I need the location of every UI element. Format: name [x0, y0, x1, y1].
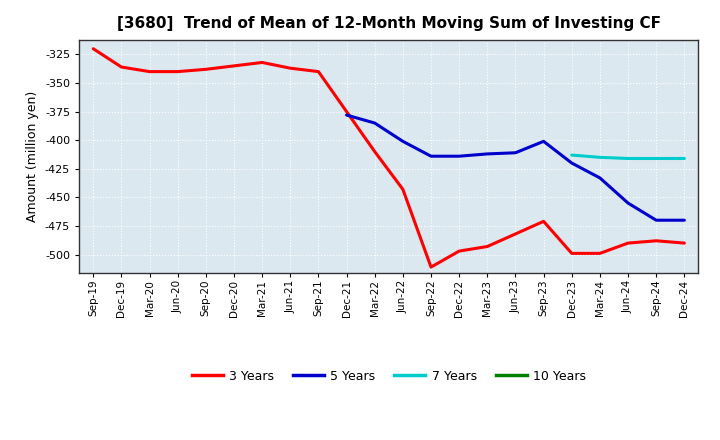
- 5 Years: [483, 151, 492, 157]
- 3 Years: [89, 46, 98, 51]
- 7 Years: [567, 152, 576, 158]
- 3 Years: [174, 69, 182, 74]
- 7 Years: [595, 155, 604, 160]
- 5 Years: [624, 201, 632, 206]
- 3 Years: [117, 64, 126, 70]
- 3 Years: [680, 240, 688, 246]
- Line: 3 Years: 3 Years: [94, 49, 684, 267]
- Title: [3680]  Trend of Mean of 12-Month Moving Sum of Investing CF: [3680] Trend of Mean of 12-Month Moving …: [117, 16, 661, 32]
- 7 Years: [624, 156, 632, 161]
- 5 Years: [539, 139, 548, 144]
- Line: 5 Years: 5 Years: [346, 115, 684, 220]
- 5 Years: [652, 217, 660, 223]
- 5 Years: [680, 217, 688, 223]
- 7 Years: [680, 156, 688, 161]
- Y-axis label: Amount (million yen): Amount (million yen): [27, 91, 40, 222]
- 3 Years: [567, 251, 576, 256]
- 5 Years: [511, 150, 520, 155]
- 3 Years: [595, 251, 604, 256]
- 5 Years: [342, 112, 351, 117]
- 5 Years: [399, 139, 408, 144]
- 3 Years: [145, 69, 154, 74]
- 3 Years: [286, 66, 294, 71]
- 3 Years: [230, 63, 238, 69]
- 3 Years: [624, 240, 632, 246]
- 5 Years: [455, 154, 464, 159]
- 5 Years: [595, 175, 604, 180]
- 3 Years: [202, 67, 210, 72]
- 5 Years: [567, 161, 576, 166]
- 3 Years: [258, 60, 266, 65]
- 5 Years: [427, 154, 436, 159]
- 3 Years: [342, 109, 351, 114]
- 3 Years: [399, 187, 408, 192]
- 3 Years: [652, 238, 660, 243]
- 3 Years: [483, 244, 492, 249]
- Legend: 3 Years, 5 Years, 7 Years, 10 Years: 3 Years, 5 Years, 7 Years, 10 Years: [186, 365, 591, 388]
- 3 Years: [427, 264, 436, 270]
- 3 Years: [314, 69, 323, 74]
- Line: 7 Years: 7 Years: [572, 155, 684, 158]
- 3 Years: [539, 219, 548, 224]
- 3 Years: [370, 149, 379, 154]
- 3 Years: [455, 249, 464, 254]
- 7 Years: [652, 156, 660, 161]
- 5 Years: [370, 121, 379, 126]
- 3 Years: [511, 231, 520, 237]
